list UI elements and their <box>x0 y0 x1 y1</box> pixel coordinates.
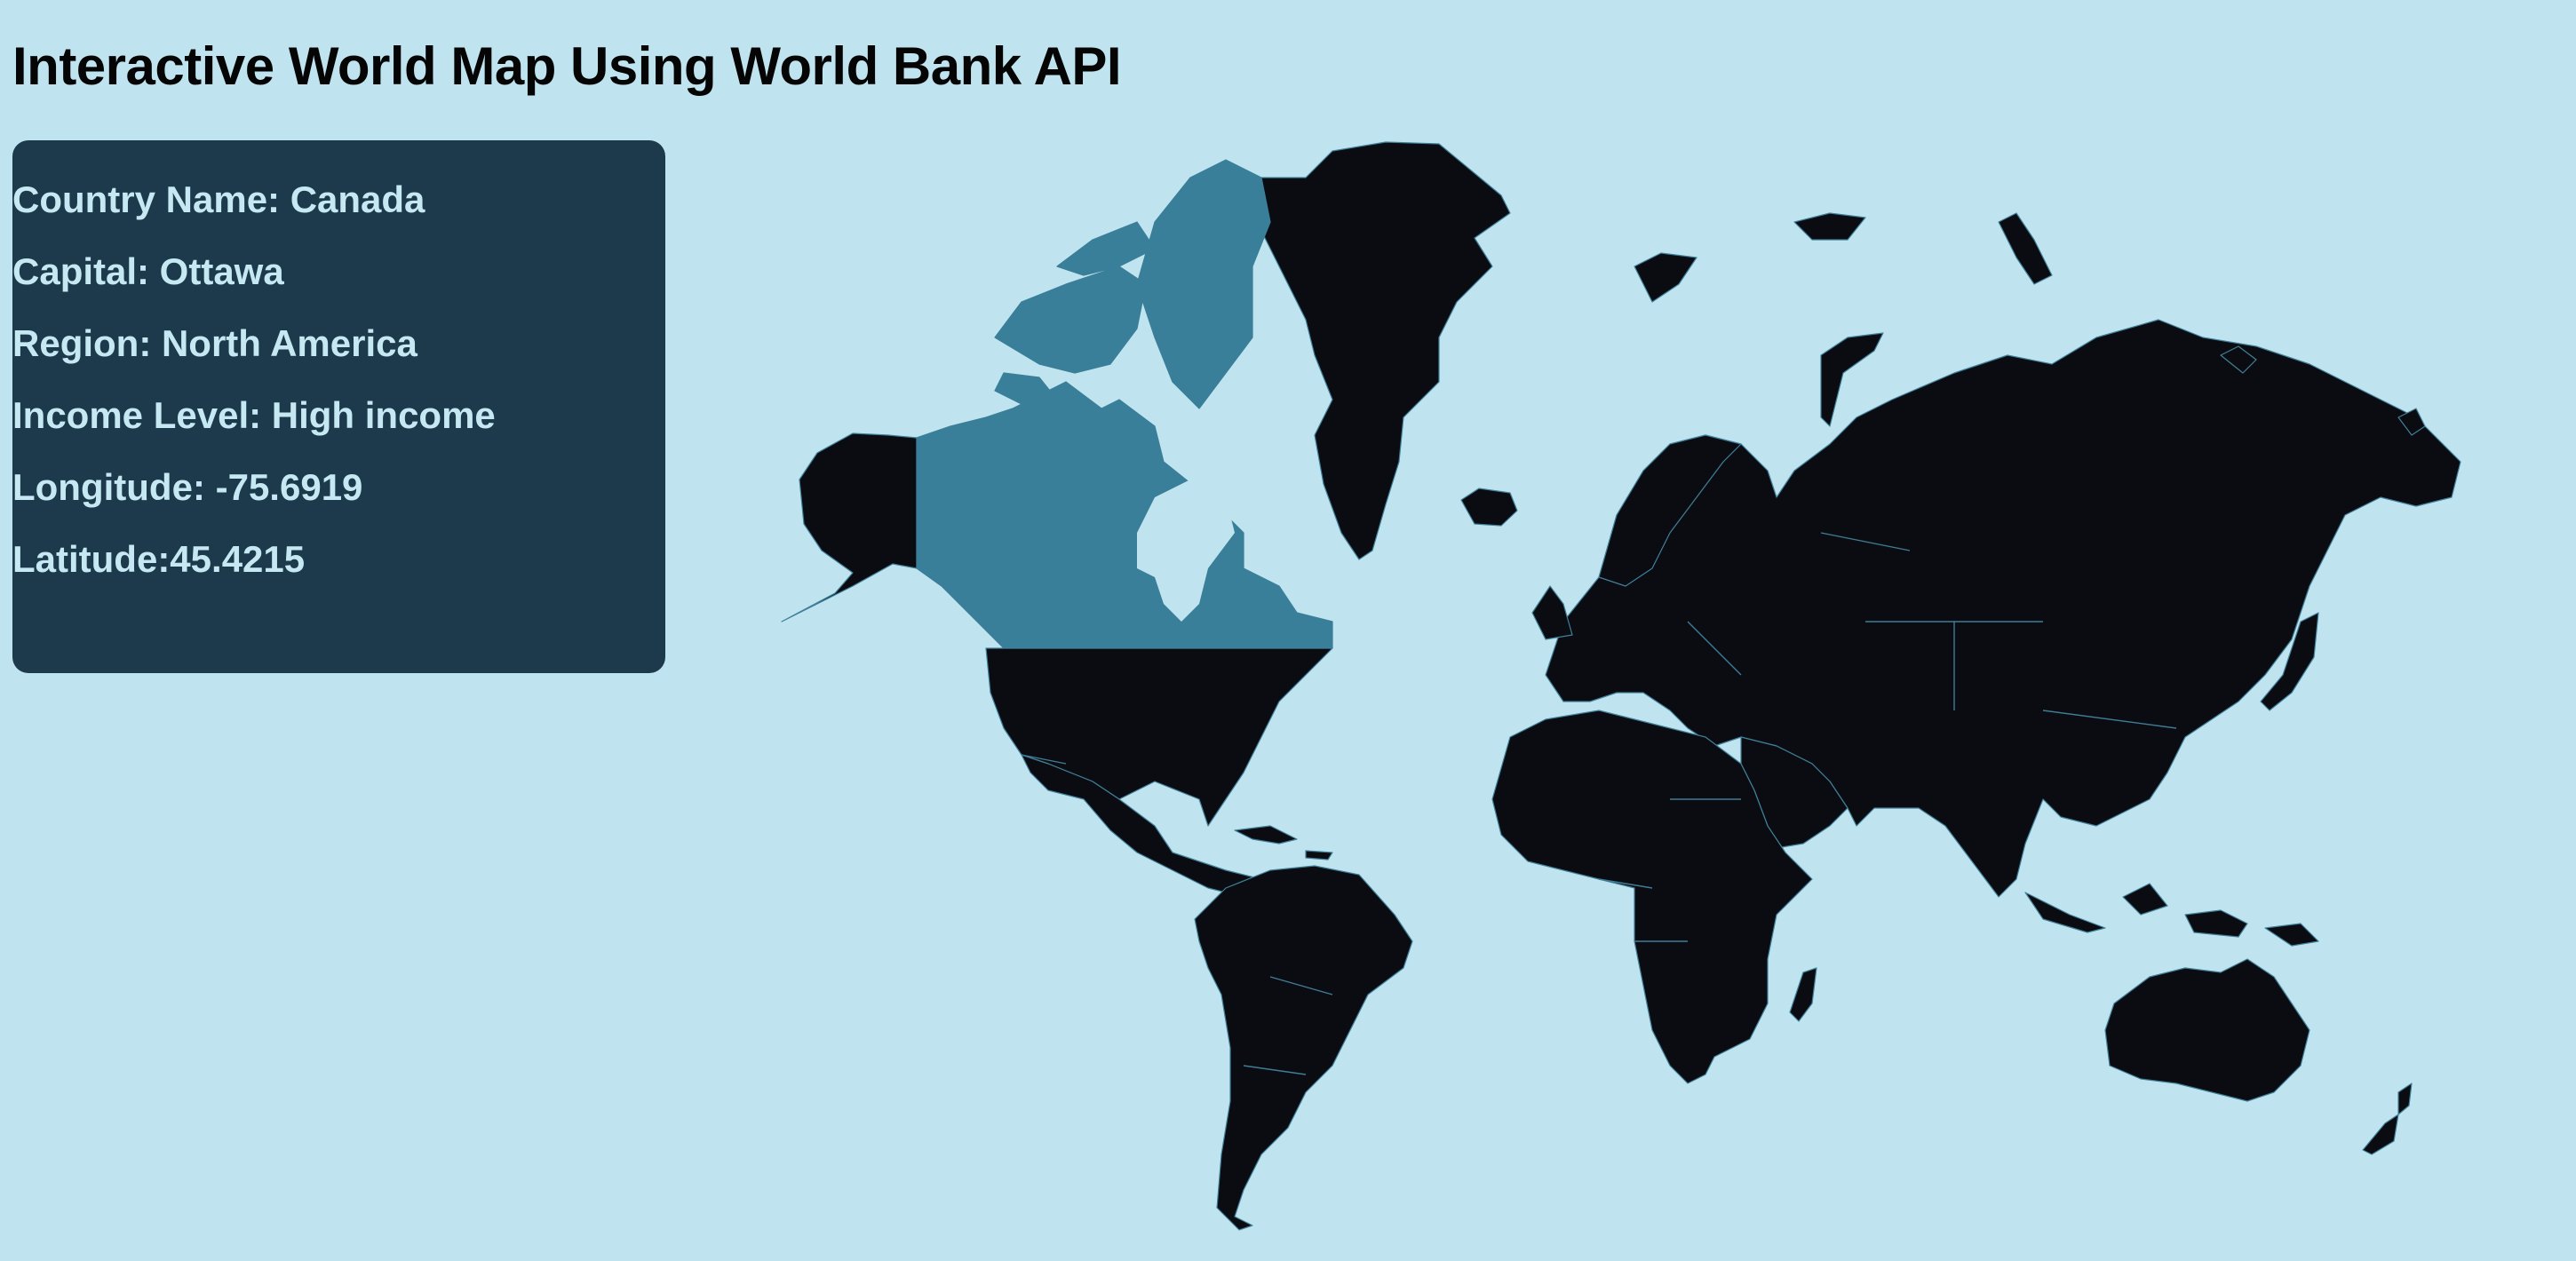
country-canada-arctic-archipelago[interactable] <box>994 221 1156 405</box>
income-level-text: Income Level: High income <box>12 394 496 436</box>
capital-text: Capital: Ottawa <box>12 250 284 292</box>
region-text: Region: North America <box>12 322 417 364</box>
country-borders <box>1021 532 2177 1075</box>
country-new-zealand[interactable] <box>2362 1083 2413 1155</box>
longitude-text: Longitude: -75.6919 <box>12 466 363 508</box>
country-canada-baffin-island[interactable] <box>1136 159 1271 409</box>
country-greenland[interactable] <box>1234 141 1511 560</box>
country-madagascar[interactable] <box>1789 967 1817 1022</box>
country-cuba[interactable] <box>1234 825 1333 860</box>
country-info-panel: Country Name: Canada Capital: Ottawa Reg… <box>12 140 665 673</box>
country-usa[interactable] <box>985 647 1333 827</box>
page-title: Interactive World Map Using World Bank A… <box>12 36 1122 96</box>
country-svalbard[interactable] <box>1634 212 2426 436</box>
country-australia[interactable] <box>2104 958 2310 1102</box>
country-south-america[interactable] <box>1194 865 1413 1231</box>
country-iceland[interactable] <box>1460 488 1518 527</box>
country-scandinavia[interactable] <box>1598 434 1742 587</box>
country-name-text: Country Name: Canada <box>12 178 425 220</box>
country-canada[interactable] <box>916 381 1333 649</box>
country-indonesia[interactable] <box>2024 883 2319 947</box>
country-japan[interactable] <box>2260 612 2319 711</box>
hudson-bay <box>1137 480 1235 622</box>
country-africa[interactable] <box>1491 710 1813 1084</box>
country-usa-alaska[interactable] <box>781 432 918 623</box>
country-united-kingdom[interactable] <box>1531 585 1573 640</box>
latitude-text: Latitude:45.4215 <box>12 538 306 580</box>
